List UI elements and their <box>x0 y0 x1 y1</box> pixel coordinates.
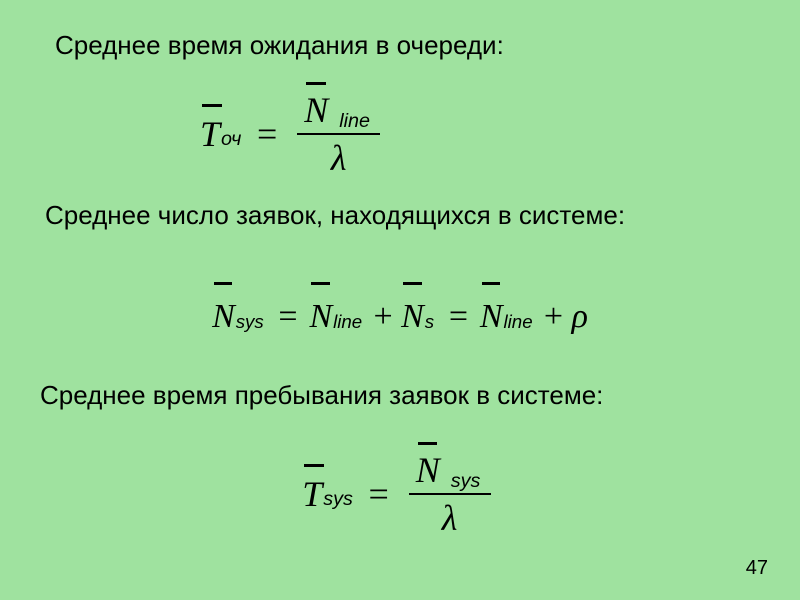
f3-fraction: N sys λ <box>409 450 491 538</box>
page-number: 47 <box>746 557 768 580</box>
f1-eq: = <box>257 113 277 155</box>
f2-lhs-sub: sys <box>236 307 264 337</box>
heading-3: Среднее время пребывания заявок в систем… <box>40 380 603 411</box>
f3-den: λ <box>442 498 458 538</box>
f3-lhs-sub: sys <box>323 488 353 511</box>
f2-plus2: + <box>544 290 563 344</box>
f3-num-var: N <box>416 451 440 491</box>
slide: Среднее время ожидания в очереди: T оч =… <box>0 0 800 600</box>
formula-1: T оч = N line λ <box>200 90 387 178</box>
f1-fraction: N line λ <box>297 90 380 178</box>
f2-t1-var: N <box>309 290 332 344</box>
f3-lhs-var: T <box>302 473 322 515</box>
f1-lhs-sub: оч <box>221 128 241 151</box>
f1-den: λ <box>331 138 347 178</box>
f2-plus1: + <box>373 290 392 344</box>
f2-t2-var: N <box>401 290 424 344</box>
f3-eq: = <box>368 473 388 515</box>
f3-num-sub: sys <box>451 470 481 492</box>
heading-1: Среднее время ожидания в очереди: <box>55 30 504 61</box>
f2-eq2: = <box>449 290 468 344</box>
f2-eq: = <box>278 290 297 344</box>
f2-t3-var: N <box>480 290 503 344</box>
f2-rho: ρ <box>572 290 588 344</box>
formula-3: T sys = N sys λ <box>0 450 800 538</box>
f2-t1-sub: line <box>333 307 362 337</box>
heading-2: Среднее число заявок, находящихся в сист… <box>45 200 625 231</box>
f2-lhs-var: N <box>212 290 235 344</box>
formula-2: N sys = N line + N s = N line + ρ <box>0 290 800 344</box>
f2-t3-sub: line <box>504 307 533 337</box>
f1-num-var: N <box>304 91 328 131</box>
f1-num-sub: line <box>339 110 370 132</box>
f2-t2-sub: s <box>425 307 434 337</box>
f1-lhs-var: T <box>200 113 220 155</box>
